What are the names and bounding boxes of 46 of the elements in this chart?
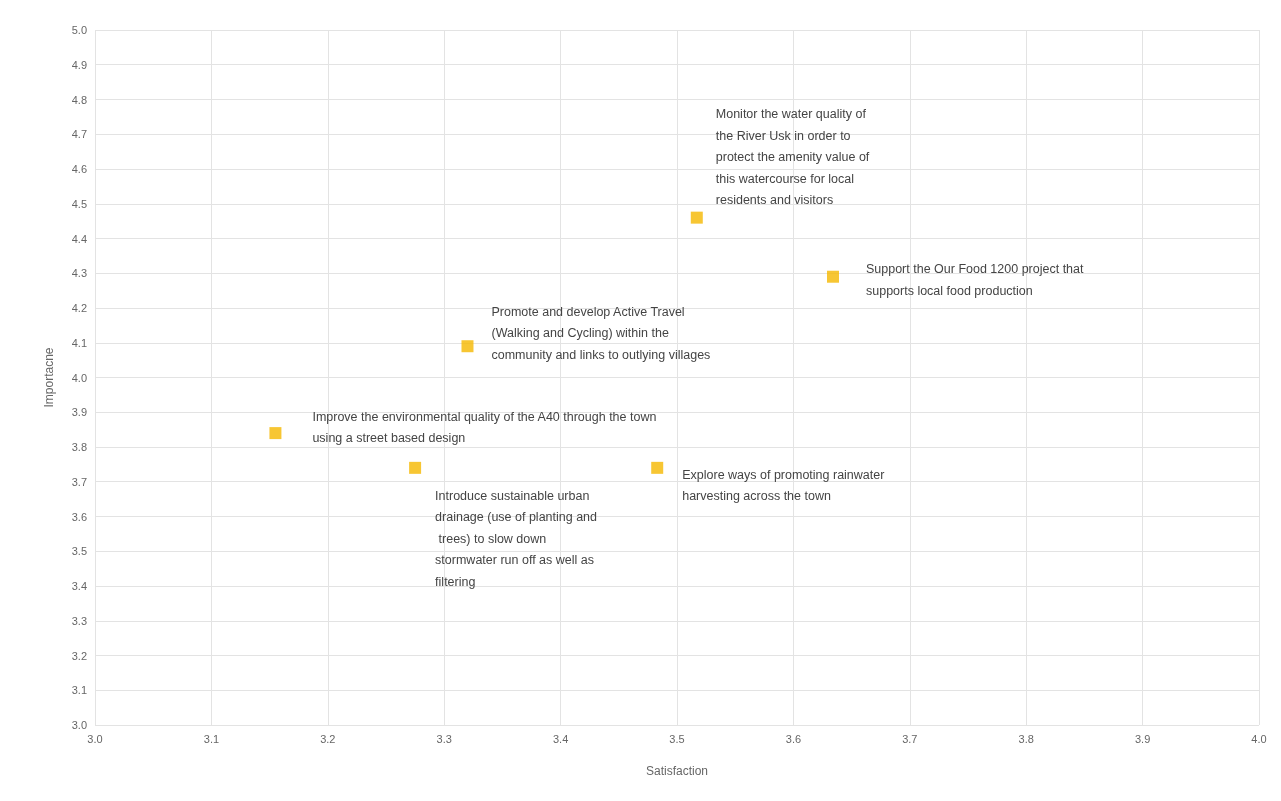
y-tick-label: 4.8 bbox=[71, 93, 87, 106]
y-tick-label: 3.7 bbox=[71, 475, 87, 488]
y-tick-label: 3.1 bbox=[71, 684, 87, 697]
x-tick-label: 3.5 bbox=[669, 732, 685, 745]
x-tick-label: 3.1 bbox=[203, 732, 220, 745]
x-tick-label: 3.8 bbox=[1018, 732, 1034, 745]
x-tick-label: 3.3 bbox=[436, 732, 452, 745]
y-tick-label: 3.0 bbox=[71, 719, 87, 731]
x-tick-label: 3.6 bbox=[785, 732, 802, 745]
point bbox=[461, 340, 474, 353]
annotation: Support the Our Food 1200 project that supports local food production bbox=[865, 262, 1087, 298]
x-tick-label: 3.4 bbox=[552, 732, 569, 745]
x-tick-label: 3.7 bbox=[902, 732, 918, 745]
y-axis-title: Importacne bbox=[42, 347, 56, 408]
annotation: Monitor the water quality of the River Usk in order to protect the amenity value of this watercourse for local residents and visitors bbox=[715, 107, 873, 208]
x-tick-label: 3.0 bbox=[87, 732, 103, 745]
y-tick-label: 4.6 bbox=[71, 163, 87, 175]
y-tick-label: 3.6 bbox=[71, 510, 87, 523]
annotation: Improve the environmental quality of the A40 through the town using a street based design bbox=[312, 409, 660, 446]
y-tick-label: 3.2 bbox=[71, 649, 87, 662]
y-tick-label: 3.5 bbox=[71, 545, 87, 558]
y-tick-label: 3.9 bbox=[71, 406, 87, 419]
point bbox=[826, 270, 839, 283]
y-tick-label: 3.8 bbox=[71, 441, 87, 453]
annotation: Explore ways of promoting rainwater harvesting across the town bbox=[682, 467, 888, 504]
x-tick-label: 3.9 bbox=[1134, 732, 1151, 745]
point bbox=[409, 461, 422, 474]
y-tick-label: 4.1 bbox=[71, 336, 87, 349]
point bbox=[651, 461, 664, 474]
y-tick-label: 4.2 bbox=[71, 302, 87, 314]
annotation: Introduce sustainable urban drainage (use of planting and trees) to slow down stormwater run off as well as filtering bbox=[435, 488, 598, 589]
x-axis-title: Satisfaction bbox=[645, 764, 709, 778]
y-tick-label: 4.7 bbox=[71, 128, 87, 141]
y-tick-label: 4.5 bbox=[71, 197, 87, 210]
point bbox=[690, 211, 703, 224]
point bbox=[269, 427, 282, 440]
x-tick-label: 4.0 bbox=[1251, 732, 1267, 745]
y-tick-label: 4.3 bbox=[71, 267, 87, 280]
y-tick-label: 3.4 bbox=[71, 580, 87, 592]
y-tick-label: 3.3 bbox=[71, 614, 87, 627]
x-tick-label: 3.2 bbox=[320, 732, 336, 745]
y-tick-label: 4.9 bbox=[71, 58, 87, 71]
y-tick-label: 4.4 bbox=[71, 232, 87, 245]
annotation: Promote and develop Active Travel (Walking and Cycling) within the community and links to outlying villages bbox=[491, 304, 711, 362]
y-tick-label: 4.0 bbox=[71, 371, 87, 384]
y-tick-label: 5.0 bbox=[71, 24, 87, 36]
